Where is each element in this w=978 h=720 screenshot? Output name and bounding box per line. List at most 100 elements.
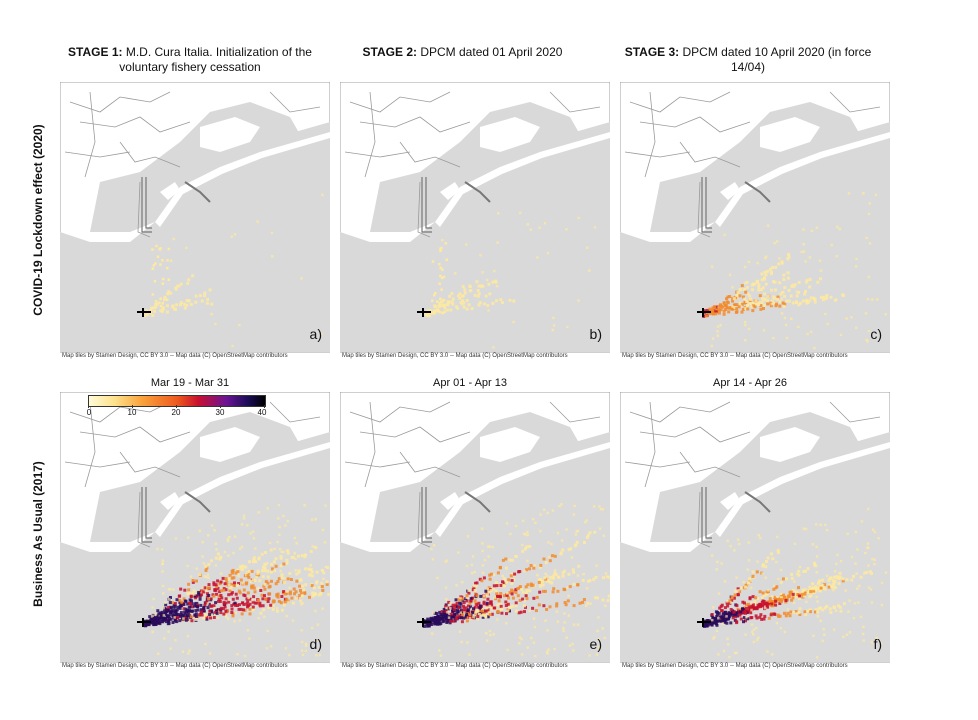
density-cell <box>728 295 732 298</box>
density-cell <box>193 602 197 606</box>
density-cell <box>300 554 304 558</box>
density-cell <box>312 586 316 590</box>
density-cell <box>207 576 210 579</box>
density-cell <box>493 596 496 599</box>
density-cell <box>478 604 482 608</box>
density-cell <box>487 309 490 312</box>
breakwater <box>184 181 211 203</box>
density-cell <box>735 294 739 297</box>
breakwater <box>464 181 491 203</box>
density-cell <box>510 579 514 583</box>
density-cell <box>743 287 746 291</box>
density-cell <box>522 532 526 536</box>
density-cell <box>750 604 754 608</box>
density-cell <box>200 299 204 303</box>
density-cell <box>300 277 303 280</box>
density-cell <box>169 647 172 650</box>
density-cell <box>778 599 782 603</box>
density-cell <box>228 536 231 539</box>
density-cell <box>595 564 598 567</box>
density-cell <box>773 584 776 588</box>
density-cell <box>469 599 473 603</box>
density-cell <box>289 578 293 581</box>
density-cell <box>234 592 238 596</box>
density-cell <box>156 255 160 258</box>
density-cell <box>496 603 500 607</box>
density-cell <box>769 613 773 617</box>
density-cell <box>776 550 780 554</box>
density-cell <box>488 577 492 581</box>
density-cell <box>168 598 171 601</box>
density-cell <box>521 519 525 523</box>
density-cell <box>440 617 444 621</box>
density-cell <box>742 608 746 612</box>
density-cell <box>798 594 802 598</box>
density-cell <box>242 514 246 518</box>
road-line <box>399 451 461 478</box>
density-cell <box>769 552 773 556</box>
density-cell <box>443 306 446 310</box>
density-cell <box>750 305 753 308</box>
density-cell <box>314 518 317 521</box>
density-cell <box>194 617 198 621</box>
density-cell <box>518 598 522 602</box>
sea-area <box>620 432 890 662</box>
density-cell <box>209 616 212 620</box>
density-cell <box>745 607 749 610</box>
density-cell <box>261 604 265 608</box>
density-cell <box>432 544 436 547</box>
density-cell <box>483 614 487 617</box>
density-cell <box>187 582 191 586</box>
density-cell <box>759 536 762 540</box>
density-cell <box>845 317 848 320</box>
road-line <box>69 91 171 113</box>
density-cell <box>766 295 770 298</box>
density-cell <box>542 557 546 561</box>
density-cell <box>169 617 173 621</box>
density-cell <box>246 600 250 604</box>
density-cell <box>315 580 319 584</box>
density-cell <box>246 574 250 578</box>
density-cell <box>604 604 607 608</box>
density-cell <box>151 630 154 634</box>
density-cell <box>710 265 714 268</box>
density-cell <box>707 619 711 623</box>
density-cell <box>759 605 763 608</box>
density-cell <box>479 594 483 598</box>
density-cell <box>726 301 730 305</box>
density-cell <box>230 591 234 595</box>
density-cell <box>476 289 480 292</box>
density-cell <box>478 577 482 581</box>
density-cell <box>756 605 760 609</box>
fishing-density-layer <box>702 192 887 350</box>
density-cell <box>256 586 260 590</box>
density-cell <box>780 312 784 315</box>
density-cell <box>821 639 824 643</box>
density-cell <box>791 596 795 600</box>
density-cell <box>510 581 514 585</box>
density-cell <box>520 637 523 641</box>
density-cell <box>473 605 477 609</box>
density-cell <box>770 602 774 606</box>
density-cell <box>723 606 727 610</box>
density-cell <box>833 575 836 579</box>
density-cell <box>560 503 563 506</box>
density-cell <box>455 601 459 605</box>
density-cell <box>221 576 225 580</box>
density-cell <box>254 547 257 550</box>
density-cell <box>204 613 208 617</box>
density-cell <box>722 312 726 316</box>
density-cell <box>576 583 580 587</box>
density-cell <box>749 297 753 301</box>
density-cell <box>444 242 448 245</box>
density-cell <box>783 286 787 290</box>
density-cell <box>161 562 164 565</box>
density-cell <box>481 613 485 617</box>
panel-label: e) <box>589 636 602 652</box>
density-cell <box>276 540 279 544</box>
density-cell <box>812 634 815 637</box>
density-cell <box>745 300 749 303</box>
density-cell <box>283 577 286 580</box>
density-cell <box>219 606 223 610</box>
density-cell <box>856 548 859 551</box>
